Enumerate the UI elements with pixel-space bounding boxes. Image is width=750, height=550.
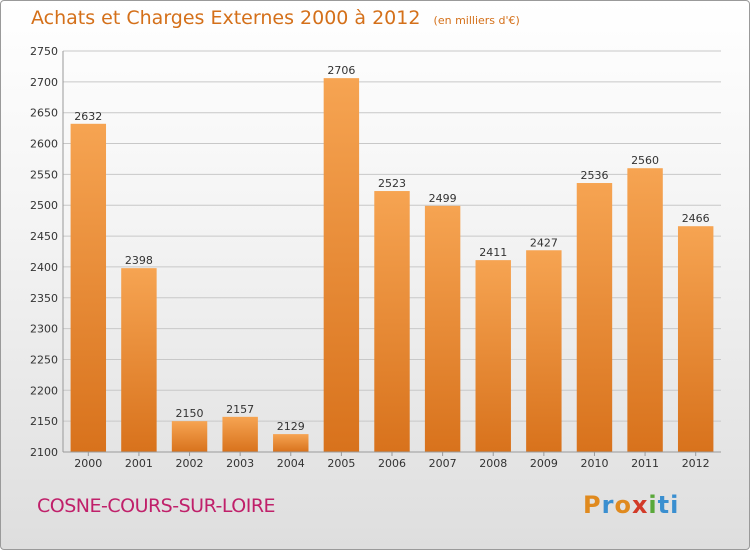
bar [222, 416, 258, 452]
bar [677, 226, 714, 452]
bar [171, 421, 208, 452]
chart-title-text: Achats et Charges Externes 2000 à 2012 [31, 7, 421, 29]
bar-value-label: 2398 [125, 254, 153, 267]
x-tick-label: 2004 [277, 457, 305, 470]
x-tick-label: 2010 [580, 457, 608, 470]
logo-letter: P [583, 491, 602, 519]
bar [627, 168, 663, 452]
chart-title: Achats et Charges Externes 2000 à 2012 (… [31, 7, 520, 29]
bar-value-label: 2129 [277, 420, 305, 433]
axes: 2100 2150 2200 2250 2300 2350 2400 2450 2500 2550… [30, 45, 721, 470]
y-tick-label: 2250 [30, 353, 58, 366]
x-tick-label: 2000 [74, 457, 102, 470]
y-tick-label: 2650 [30, 107, 58, 120]
y-tick-label: 2500 [30, 199, 58, 212]
chart-unit: (en milliers d'€) [433, 14, 520, 27]
bar-value-label: 2411 [479, 246, 507, 259]
bar-value-label: 2150 [176, 407, 204, 420]
bar-value-label: 2427 [530, 236, 558, 249]
x-tick-label: 2002 [176, 457, 204, 470]
bar [526, 250, 562, 452]
y-tick-label: 2300 [30, 323, 58, 336]
x-tick-label: 2001 [125, 457, 153, 470]
logo-letter: r [601, 491, 615, 519]
bar [576, 183, 613, 452]
logo-letter: x [631, 491, 649, 519]
x-tick-label: 2003 [226, 457, 254, 470]
city-name: COSNE-COURS-SUR-LOIRE [37, 495, 276, 517]
y-tick-label: 2600 [30, 138, 58, 151]
logo-letter: ti [657, 491, 680, 519]
y-tick-label: 2150 [30, 415, 58, 428]
x-tick-label: 2007 [429, 457, 457, 470]
logo-letter: i [648, 491, 658, 519]
bar [323, 78, 360, 452]
bar [121, 268, 157, 452]
logo-letter: o [614, 491, 632, 519]
y-tick-label: 2450 [30, 230, 58, 243]
bar [424, 205, 461, 452]
bar-value-label: 2157 [226, 403, 254, 416]
y-tick-label: 2200 [30, 384, 58, 397]
bar [374, 191, 410, 452]
x-tick-label: 2012 [682, 457, 710, 470]
bar [273, 434, 309, 452]
y-tick-label: 2100 [30, 446, 58, 459]
bar [70, 123, 107, 452]
y-tick-label: 2700 [30, 76, 58, 89]
proxiti-logo: Proxiti [583, 491, 679, 519]
bar-value-label: 2560 [631, 154, 659, 167]
bar-value-label: 2632 [74, 110, 102, 123]
bar-value-label: 2466 [682, 212, 710, 225]
bar-value-label: 2523 [378, 177, 406, 190]
y-tick-label: 2750 [30, 45, 58, 58]
x-tick-label: 2009 [530, 457, 558, 470]
x-tick-label: 2005 [327, 457, 355, 470]
y-tick-label: 2550 [30, 168, 58, 181]
bar-value-label: 2706 [327, 64, 355, 77]
y-tick-label: 2400 [30, 261, 58, 274]
bar-value-label: 2499 [429, 192, 457, 205]
x-tick-label: 2008 [479, 457, 507, 470]
y-tick-label: 2350 [30, 292, 58, 305]
x-tick-label: 2006 [378, 457, 406, 470]
bars: 2632 2398 2150 2157 2129 2706 2523 2499 2411 2427… [70, 64, 714, 452]
bar [475, 260, 511, 452]
x-tick-label: 2011 [631, 457, 659, 470]
bar-value-label: 2536 [580, 169, 608, 182]
